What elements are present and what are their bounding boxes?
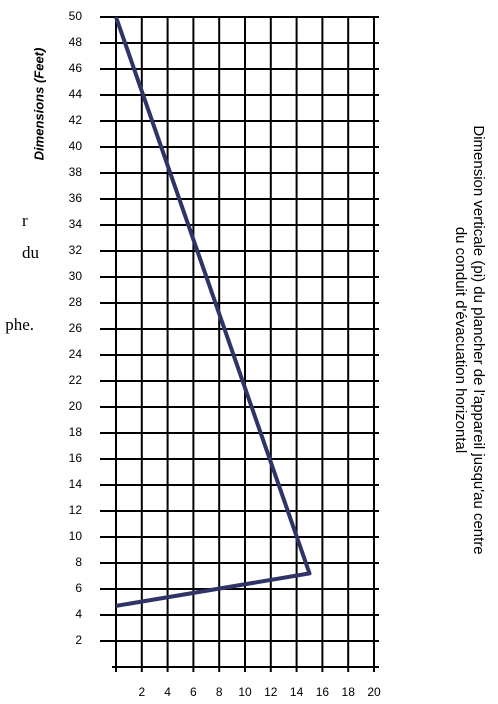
x-tick-label: 4 bbox=[164, 685, 171, 699]
y-tick-label: 12 bbox=[69, 503, 83, 517]
y-tick-label: 38 bbox=[69, 165, 83, 179]
chart-title: du conduit d'évacuation horizontal bbox=[452, 227, 469, 453]
x-tick-label: 2 bbox=[138, 685, 145, 699]
y-tick-label: 4 bbox=[75, 607, 82, 621]
text-fragment: phe. bbox=[5, 315, 34, 334]
y-tick-label: 36 bbox=[69, 191, 83, 205]
x-tick-label: 8 bbox=[216, 685, 223, 699]
x-tick-label: 12 bbox=[264, 685, 278, 699]
y-tick-label: 20 bbox=[69, 399, 83, 413]
y-tick-label: 30 bbox=[69, 269, 83, 283]
y-tick-label: 8 bbox=[75, 555, 82, 569]
x-tick-label: 16 bbox=[316, 685, 330, 699]
y-tick-label: 18 bbox=[69, 425, 83, 439]
y-tick-label: 42 bbox=[69, 113, 83, 127]
y-tick-label: 40 bbox=[69, 139, 83, 153]
y-tick-label: 34 bbox=[69, 217, 83, 231]
x-tick-label: 20 bbox=[367, 685, 381, 699]
y-tick-label: 22 bbox=[69, 373, 83, 387]
data-line bbox=[114, 16, 312, 608]
y-tick-label: 50 bbox=[69, 9, 83, 23]
x-tick-label: 10 bbox=[238, 685, 252, 699]
text-fragment: du bbox=[22, 243, 40, 262]
y-tick-label: 28 bbox=[69, 295, 83, 309]
x-tick-label: 14 bbox=[290, 685, 304, 699]
y-tick-label: 14 bbox=[69, 477, 83, 491]
x-tick-label: 18 bbox=[342, 685, 356, 699]
text-fragment: r bbox=[22, 211, 28, 230]
y-tick-label: 26 bbox=[69, 321, 83, 335]
y-tick-label: 2 bbox=[75, 633, 82, 647]
y-tick-label: 48 bbox=[69, 35, 83, 49]
y-tick-label: 46 bbox=[69, 61, 83, 75]
y-tick-label: 16 bbox=[69, 451, 83, 465]
y-tick-label: 32 bbox=[69, 243, 83, 257]
y-tick-label: 24 bbox=[69, 347, 83, 361]
x-tick-label: 6 bbox=[190, 685, 197, 699]
y-tick-label: 44 bbox=[69, 87, 83, 101]
y-tick-label: 6 bbox=[75, 581, 82, 595]
y-tick-label: 10 bbox=[69, 529, 83, 543]
y-axis-label: Dimensions (Feet) bbox=[31, 48, 46, 161]
chart-title: Dimension verticale (pi) du plancher de … bbox=[470, 125, 487, 554]
